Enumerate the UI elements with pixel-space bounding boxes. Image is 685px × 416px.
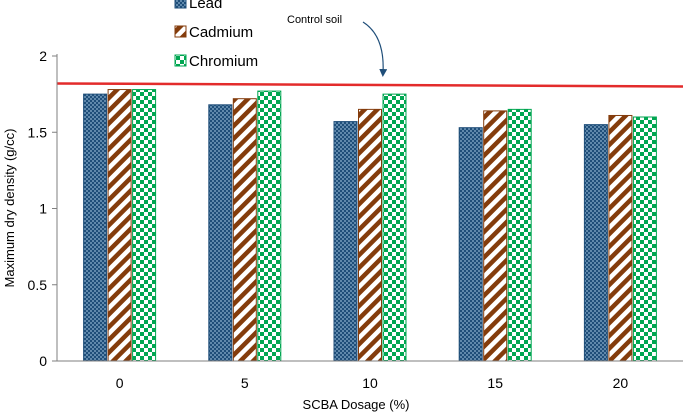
- x-tick-label: 20: [613, 375, 629, 391]
- bar-lead-0: [83, 93, 108, 362]
- control-soil-label: Control soil: [287, 14, 342, 26]
- bar-lead-15: [458, 127, 483, 362]
- x-axis-title: SCBA Dosage (%): [303, 397, 410, 412]
- reference-line-group: Control soil: [56, 14, 684, 88]
- bar-chromium-0: [132, 89, 157, 362]
- x-tick-label: 5: [241, 375, 249, 391]
- bar-cadmium-5: [232, 98, 257, 362]
- axes: 00.511.520 5 10 15 20: [28, 48, 683, 391]
- y-tick-label: 0: [39, 353, 47, 369]
- bar-lead-10: [333, 121, 358, 362]
- legend: Lead Cadmium Chromium: [174, 0, 258, 70]
- bar-cadmium-10: [358, 108, 382, 362]
- bar-chromium-15: [507, 108, 532, 362]
- bar-cadmium-20: [608, 114, 633, 362]
- y-tick-label: 1: [39, 201, 47, 217]
- bar-cadmium-0: [107, 89, 132, 362]
- legend-swatch-lead: [174, 0, 187, 9]
- legend-label-lead: Lead: [189, 0, 222, 12]
- control-soil-line: [56, 82, 684, 88]
- bar-chromium-5: [257, 90, 282, 362]
- legend-swatch-chromium: [174, 54, 187, 67]
- bar-chromium-10: [382, 93, 407, 362]
- x-tick-label: 0: [116, 375, 124, 391]
- legend-label-cadmium: Cadmium: [189, 24, 253, 41]
- y-axis-title: Maximum dry density (g/cc): [2, 129, 17, 288]
- x-tick-label: 15: [487, 375, 503, 391]
- bar-lead-20: [583, 124, 608, 362]
- x-tick-label: 10: [362, 375, 378, 391]
- y-tick-label: 0.5: [28, 277, 48, 293]
- bars: [83, 89, 657, 362]
- control-soil-arrow: [362, 21, 388, 77]
- legend-swatch-cadmium: [174, 25, 187, 38]
- bar-cadmium-15: [483, 110, 508, 362]
- legend-label-chromium: Chromium: [189, 53, 258, 70]
- y-tick-label: 2: [39, 48, 47, 64]
- y-tick-label: 1.5: [28, 124, 48, 140]
- bar-lead-5: [208, 104, 233, 362]
- bar-chromium-20: [632, 116, 657, 362]
